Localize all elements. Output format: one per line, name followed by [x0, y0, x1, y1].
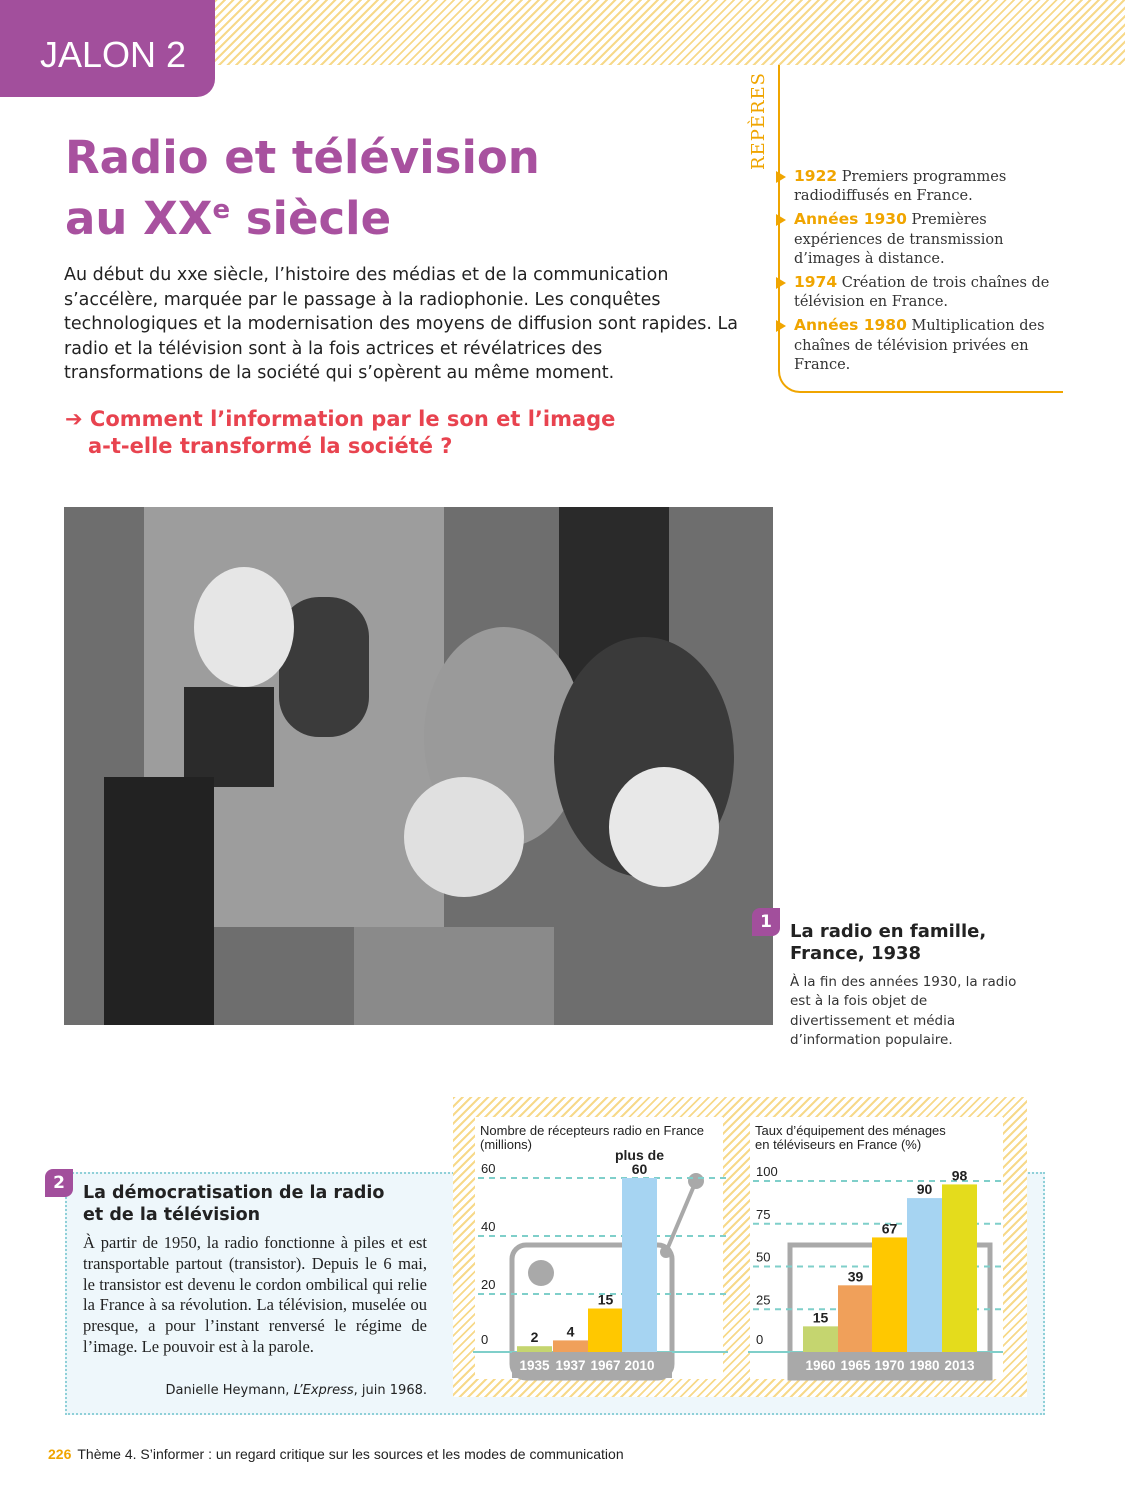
doc2-title: La démocratisation de la radio et de la t… — [83, 1182, 384, 1226]
y-tick-label: 25 — [756, 1292, 770, 1307]
x-tick-label: 1980 — [909, 1358, 939, 1373]
bar — [803, 1326, 838, 1352]
repere-text: Premiers programmes radiodiffusés en Fra… — [794, 169, 1007, 205]
triangle-icon — [776, 214, 786, 227]
triangle-icon — [776, 320, 786, 333]
bar — [588, 1308, 623, 1352]
repere-year: 1922 — [794, 167, 838, 185]
bar — [838, 1285, 873, 1352]
doc2-title-line2: et de la télévision — [83, 1205, 261, 1225]
x-tick-label: 1970 — [874, 1358, 904, 1373]
title-line1: Radio et télévision — [65, 131, 540, 184]
doc2-quote: À partir de 1950, la radio fonctionne à … — [83, 1233, 427, 1356]
bar — [942, 1184, 977, 1352]
repere-text: Création de trois chaînes de télévision … — [794, 275, 1050, 311]
repere-item: Années 1930 Premières expériences de tra… — [776, 210, 1054, 269]
triangle-icon — [776, 171, 786, 183]
y-tick-label: 0 — [481, 1332, 488, 1347]
bar — [517, 1346, 552, 1352]
triangle-icon — [776, 277, 786, 290]
x-tick-label: 1935 — [519, 1358, 550, 1373]
doc1-title-line2: France, 1938 — [790, 943, 922, 964]
data-label: 2 — [531, 1329, 539, 1345]
x-tick-label: 1960 — [805, 1358, 835, 1373]
bar — [872, 1237, 907, 1352]
y-tick-label: 0 — [756, 1332, 763, 1347]
photo-illustration — [64, 507, 773, 1025]
x-tick-label: 1937 — [555, 1358, 585, 1373]
category-band — [790, 1352, 990, 1378]
y-tick-label: 100 — [756, 1164, 778, 1179]
x-tick-label: 2010 — [624, 1358, 654, 1373]
title-sup: e — [212, 195, 231, 225]
repere-year: Années 1980 — [794, 316, 907, 335]
y-tick-label: 60 — [481, 1161, 495, 1176]
x-tick-label: 1965 — [840, 1358, 871, 1373]
arrow-icon: ➔ — [65, 407, 83, 431]
doc1-caption: À la fin des années 1930, la radio est à… — [790, 974, 1017, 1048]
y-tick-label: 50 — [756, 1250, 770, 1265]
chart-subtitle: (millions) — [480, 1137, 532, 1152]
annotation: plus de — [615, 1147, 664, 1163]
chart-subtitle: en téléviseurs en France (%) — [755, 1137, 921, 1152]
page-number: 226 — [48, 1446, 72, 1462]
antenna-base-icon — [660, 1246, 672, 1258]
reperes-frame — [778, 65, 1063, 393]
source-author: Danielle Heymann, — [165, 1383, 294, 1398]
x-tick-label: 2013 — [944, 1358, 975, 1373]
data-label: 98 — [952, 1167, 968, 1183]
intro-paragraph: Au début du xxe siècle, l’histoire des m… — [64, 265, 738, 384]
question-line2: a-t-elle transformé la société ? — [88, 434, 453, 458]
doc2-title-line1: La démocratisation de la radio — [83, 1183, 385, 1203]
category-band — [512, 1352, 672, 1378]
data-label: 15 — [598, 1292, 614, 1308]
data-label: 90 — [917, 1181, 933, 1197]
x-tick-label: 1967 — [590, 1358, 620, 1373]
bar — [553, 1340, 588, 1352]
title-line2: au XX — [65, 192, 213, 245]
y-tick-label: 40 — [481, 1219, 495, 1234]
data-label: 15 — [813, 1309, 829, 1325]
repere-year: Années 1930 — [794, 210, 907, 229]
reperes-label: REPÈRES — [748, 72, 769, 170]
antenna-tip-icon — [688, 1173, 704, 1189]
data-label: 67 — [882, 1220, 898, 1236]
question-line1: Comment l’information par le son et l’im… — [89, 407, 616, 431]
charts-svg: Nombre de récepteurs radio en France(mil… — [473, 1117, 1003, 1381]
document-number: 1 — [752, 908, 780, 936]
repere-item: Années 1980 Multiplication des chaînes d… — [776, 316, 1054, 375]
y-tick-label: 20 — [481, 1277, 495, 1292]
bar — [907, 1198, 942, 1352]
knob-icon — [528, 1260, 554, 1286]
decorative-stripe — [215, 0, 1125, 65]
footer-text: Thème 4. S’informer : un regard critique… — [77, 1446, 624, 1462]
data-label: 4 — [567, 1323, 575, 1339]
doc2-source: Danielle Heymann, L’Express, juin 1968. — [83, 1383, 427, 1398]
data-label: 60 — [632, 1161, 648, 1177]
jalon-tab: JALON 2 — [0, 0, 215, 97]
source-date: , juin 1968. — [353, 1383, 427, 1398]
antenna-icon — [664, 1180, 698, 1253]
chart-title: Taux d’équipement des ménages — [755, 1123, 946, 1138]
repere-year: 1974 — [794, 273, 838, 292]
key-question: ➔ Comment l’information par le son et l’… — [65, 406, 665, 460]
doc1-title-line1: La radio en famille, — [790, 921, 987, 942]
page-footer: 226 Thème 4. S’informer : un regard criti… — [48, 1446, 624, 1462]
document-number: 2 — [45, 1169, 73, 1197]
repere-text: Premières expériences de transmission d’… — [794, 212, 1004, 267]
reperes-list: 1922 Premiers programmes radiodiffusés e… — [776, 167, 1054, 379]
doc1-title: La radio en famille, France, 1938 — [790, 921, 986, 965]
page-title: Radio et télévision au XXe siècle — [65, 132, 745, 245]
source-publication: L’Express — [293, 1383, 354, 1398]
repere-item: 1922 Premiers programmes radiodiffusés e… — [776, 167, 1054, 206]
title-line2-end: siècle — [230, 192, 392, 245]
chart-title: Nombre de récepteurs radio en France — [480, 1123, 704, 1138]
data-label: 39 — [848, 1268, 864, 1284]
repere-text: Multiplication des chaînes de télévision… — [794, 318, 1045, 373]
y-tick-label: 75 — [756, 1207, 770, 1222]
repere-item: 1974 Création de trois chaînes de télévi… — [776, 273, 1054, 312]
family-radio-photo — [64, 507, 773, 1025]
bar — [622, 1178, 657, 1352]
